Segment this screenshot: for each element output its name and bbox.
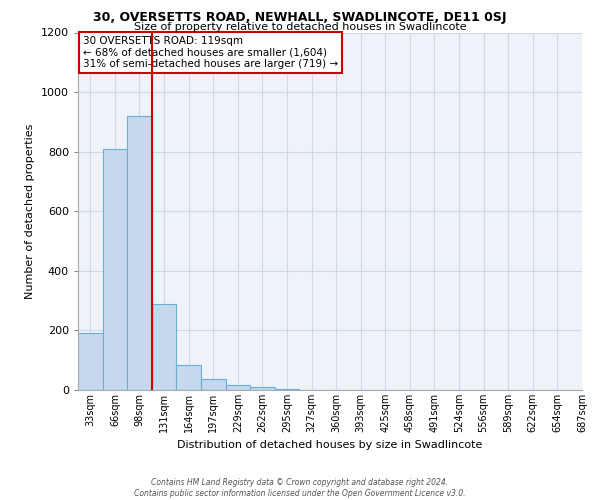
Bar xyxy=(275,388,299,390)
Bar xyxy=(152,304,176,390)
Text: 30 OVERSETTS ROAD: 119sqm
← 68% of detached houses are smaller (1,604)
31% of se: 30 OVERSETTS ROAD: 119sqm ← 68% of detac… xyxy=(83,36,338,70)
Bar xyxy=(127,116,152,390)
Bar xyxy=(103,148,127,390)
Bar xyxy=(226,384,250,390)
Y-axis label: Number of detached properties: Number of detached properties xyxy=(25,124,35,299)
Bar xyxy=(250,387,275,390)
X-axis label: Distribution of detached houses by size in Swadlincote: Distribution of detached houses by size … xyxy=(178,440,482,450)
Text: 30, OVERSETTS ROAD, NEWHALL, SWADLINCOTE, DE11 0SJ: 30, OVERSETTS ROAD, NEWHALL, SWADLINCOTE… xyxy=(93,11,507,24)
Bar xyxy=(176,364,201,390)
Text: Size of property relative to detached houses in Swadlincote: Size of property relative to detached ho… xyxy=(134,22,466,32)
Bar xyxy=(78,334,103,390)
Text: Contains HM Land Registry data © Crown copyright and database right 2024.
Contai: Contains HM Land Registry data © Crown c… xyxy=(134,478,466,498)
Bar xyxy=(201,378,226,390)
